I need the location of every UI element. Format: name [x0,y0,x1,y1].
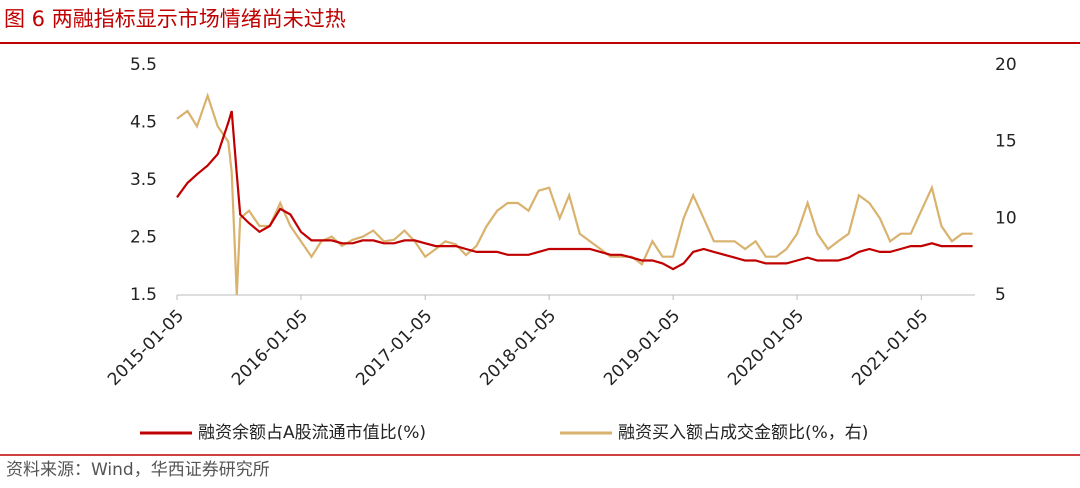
chart-title: 图 6 两融指标显示市场情绪尚未过热 [4,7,346,31]
source: 资料来源：Wind，华西证券研究所 [6,460,270,480]
y-tick-label: 3.5 [130,170,157,190]
legend-label: 融资余额占A股流通市值比(%) [198,423,426,443]
y-tick-label: 1.5 [130,285,157,305]
y2-tick-label: 5 [995,285,1006,305]
x-tick-label: 2020-01-05 [724,306,808,390]
series-line [176,92,973,296]
legend-label: 融资买入额占成交金额比(%，右) [618,423,868,443]
y2-tick-label: 20 [995,55,1017,75]
x-tick-label: 2016-01-05 [228,306,312,390]
x-tick-label: 2021-01-05 [848,306,932,390]
y-tick-label: 2.5 [130,228,157,248]
y2-tick-label: 15 [995,132,1017,152]
x-tick-label: 2015-01-05 [104,306,188,390]
y2-tick-label: 10 [995,208,1017,228]
x-tick-label: 2018-01-05 [476,306,560,390]
series-line [176,110,973,271]
x-tick-label: 2019-01-05 [600,306,684,390]
y-tick-label: 5.5 [130,55,157,75]
y-tick-label: 4.5 [130,113,157,133]
x-tick-label: 2017-01-05 [352,306,436,390]
